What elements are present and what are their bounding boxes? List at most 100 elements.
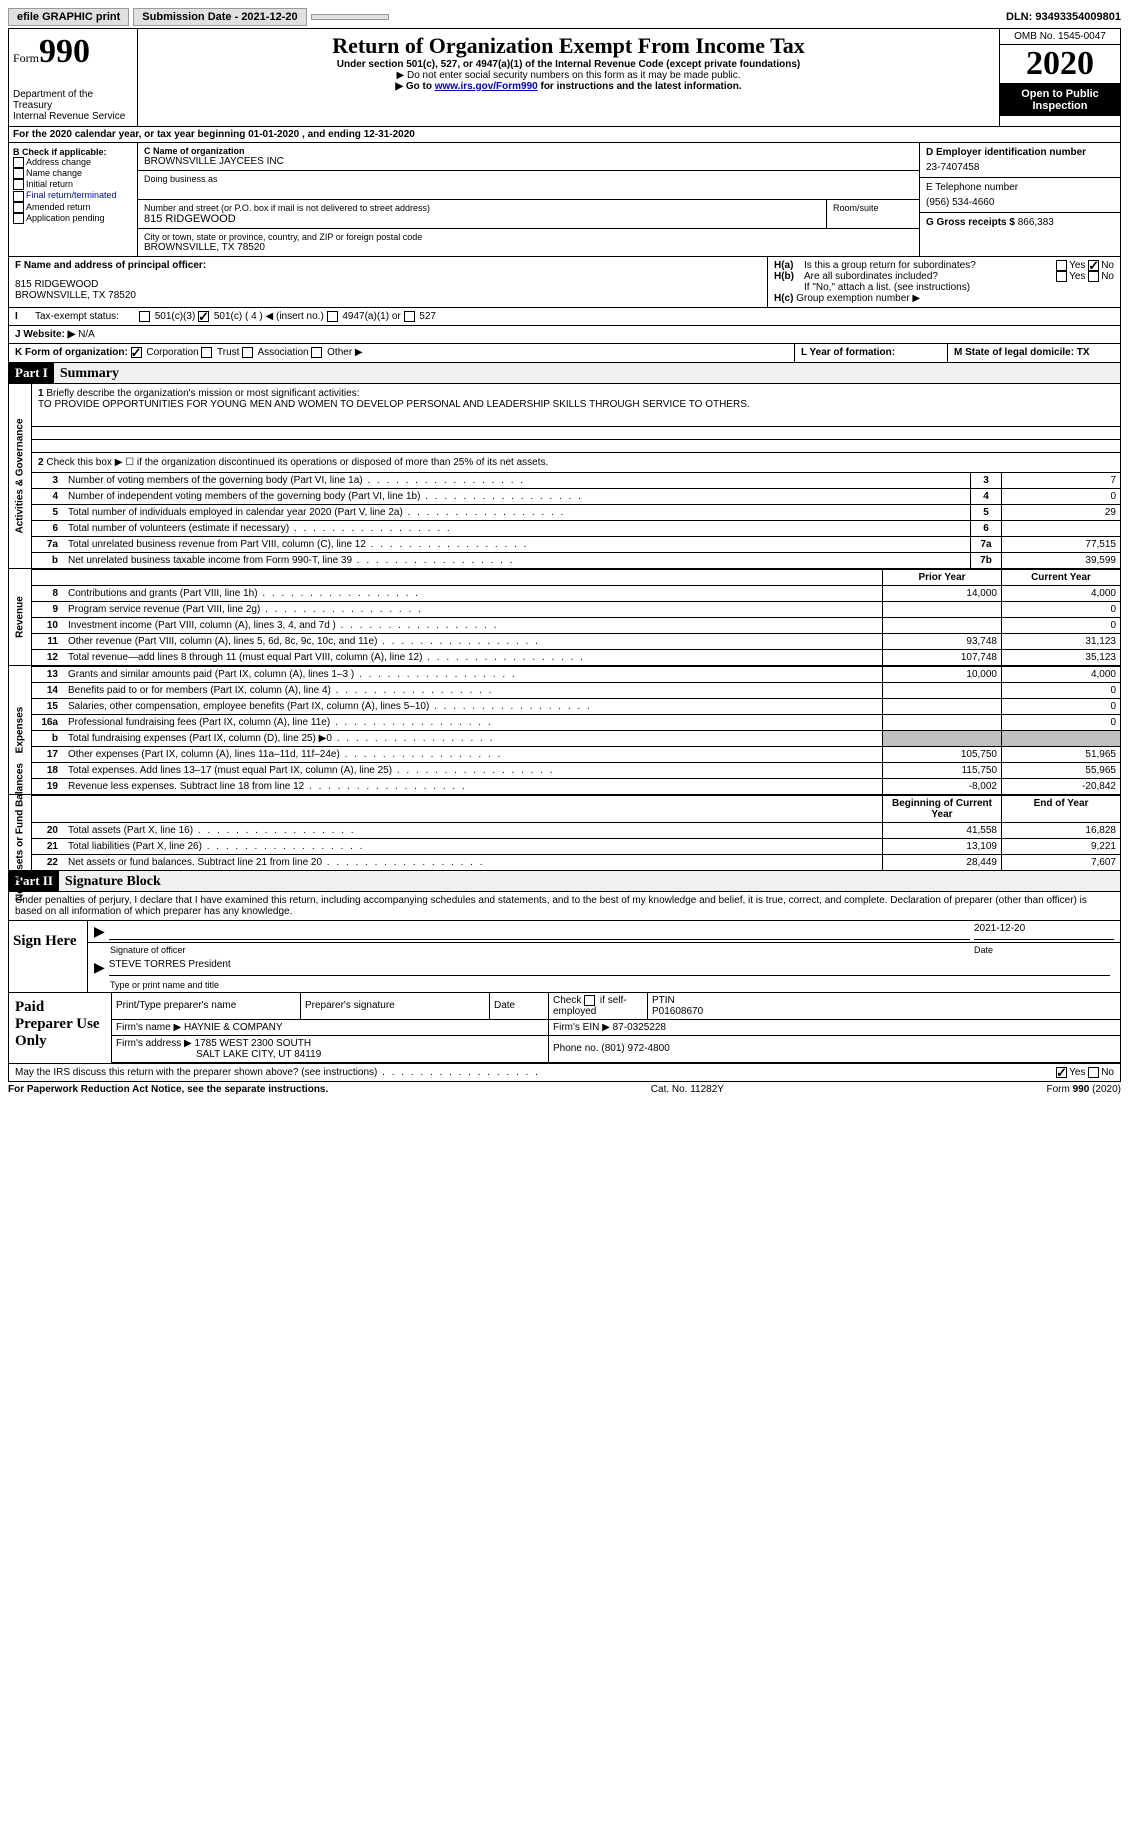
top-bar: efile GRAPHIC print Submission Date - 20… xyxy=(8,8,1121,26)
b-opt-2: Initial return xyxy=(26,179,73,189)
cb-ha-no[interactable] xyxy=(1088,260,1099,271)
cb-amended[interactable] xyxy=(13,202,24,213)
b-opt-1: Name change xyxy=(26,168,82,178)
k-o3: Association xyxy=(257,348,308,359)
officer-name: STEVE TORRES President xyxy=(109,959,1110,976)
street-address: 815 RIDGEWOOD xyxy=(144,213,820,225)
sig-date-lbl: Date xyxy=(974,945,1114,955)
open-public-1: Open to Public xyxy=(1021,88,1099,100)
website-value: N/A xyxy=(78,329,95,340)
firm-addr1: 1785 WEST 2300 SOUTH xyxy=(195,1038,312,1049)
sig-officer-lbl: Signature of officer xyxy=(94,945,974,955)
goto-post: for instructions and the latest informat… xyxy=(538,81,742,92)
i-o1: 501(c)(3) xyxy=(155,311,196,322)
l-lbl: L Year of formation: xyxy=(794,344,947,361)
hc-text: Group exemption number ▶ xyxy=(796,293,920,304)
b-opt-3: Final return/terminated xyxy=(26,190,117,200)
revenue-table: Prior YearCurrent Year8Contributions and… xyxy=(32,569,1120,665)
cb-initial[interactable] xyxy=(13,179,24,190)
ein-value: 23-7407458 xyxy=(926,162,1114,173)
cb-discuss-no[interactable] xyxy=(1088,1067,1099,1078)
cat-no: Cat. No. 11282Y xyxy=(328,1084,1046,1095)
irs-label: Internal Revenue Service xyxy=(13,111,133,122)
vlabel-gov: Activities & Governance xyxy=(15,418,26,533)
section-fh: F Name and address of principal officer:… xyxy=(8,257,1121,308)
firm-phone: (801) 972-4800 xyxy=(601,1043,669,1054)
i-o4: 527 xyxy=(419,311,436,322)
c-name-lbl: C Name of organization xyxy=(144,146,913,156)
cb-501c[interactable] xyxy=(198,311,209,322)
blank-button[interactable] xyxy=(311,14,389,20)
efile-button[interactable]: efile GRAPHIC print xyxy=(8,8,129,26)
irs-link[interactable]: www.irs.gov/Form990 xyxy=(435,81,538,92)
city-state-zip: BROWNSVILLE, TX 78520 xyxy=(144,242,913,253)
k-o2: Trust xyxy=(217,348,239,359)
i-o3: 4947(a)(1) or xyxy=(342,311,400,322)
prep-h3: Date xyxy=(490,993,549,1020)
net-assets-table: Beginning of Current YearEnd of Year20To… xyxy=(32,795,1120,870)
part1-num: Part I xyxy=(9,363,54,383)
cb-pending[interactable] xyxy=(13,213,24,224)
hb-note: If "No," attach a list. (see instruction… xyxy=(774,282,1114,293)
room-lbl: Room/suite xyxy=(827,200,919,228)
cb-ha-yes[interactable] xyxy=(1056,260,1067,271)
cb-address-change[interactable] xyxy=(13,157,24,168)
cb-name-change[interactable] xyxy=(13,168,24,179)
open-public-2: Inspection xyxy=(1032,100,1087,112)
penalties-text: Under penalties of perjury, I declare th… xyxy=(8,892,1121,921)
l2-text: Check this box ▶ ☐ if the organization d… xyxy=(46,457,548,468)
cb-assoc[interactable] xyxy=(242,347,253,358)
g-lbl: G Gross receipts $ xyxy=(926,217,1015,228)
cb-4947[interactable] xyxy=(327,311,338,322)
cb-hb-no[interactable] xyxy=(1088,271,1099,282)
i-lbl: Tax-exempt status: xyxy=(35,311,119,322)
cb-527[interactable] xyxy=(404,311,415,322)
cb-trust[interactable] xyxy=(201,347,212,358)
l1-text: Briefly describe the organization's miss… xyxy=(46,388,359,399)
vlabel-net: Net Assets or Fund Balances xyxy=(15,763,26,901)
submission-date-button[interactable]: Submission Date - 2021-12-20 xyxy=(133,8,306,26)
sign-here-label: Sign Here xyxy=(9,921,87,992)
tax-year: 2020 xyxy=(1000,45,1120,84)
section-bcd: B Check if applicable: Address change Na… xyxy=(8,143,1121,257)
i-o2: 501(c) ( 4 ) ◀ (insert no.) xyxy=(214,311,324,322)
form-header: Form990 Department of the Treasury Inter… xyxy=(8,28,1121,127)
expenses-table: 13Grants and similar amounts paid (Part … xyxy=(32,666,1120,794)
cb-hb-yes[interactable] xyxy=(1056,271,1067,282)
d-lbl: D Employer identification number xyxy=(926,147,1114,158)
dln-label: DLN: 93493354009801 xyxy=(1006,11,1121,23)
prep-check-lbl: Check xyxy=(553,995,581,1006)
form-title: Return of Organization Exempt From Incom… xyxy=(142,33,995,59)
officer-name-lbl: Type or print name and title xyxy=(94,980,219,990)
f-lbl: F Name and address of principal officer: xyxy=(15,260,761,271)
e-lbl: E Telephone number xyxy=(926,182,1114,193)
ha-text: Is this a group return for subordinates? xyxy=(804,260,1056,271)
cb-discuss-yes[interactable] xyxy=(1056,1067,1067,1078)
prep-h1: Print/Type preparer's name xyxy=(112,993,301,1020)
part2-title: Signature Block xyxy=(59,874,161,889)
k-o4: Other ▶ xyxy=(327,348,362,359)
firm-ein: 87-0325228 xyxy=(613,1022,666,1033)
b-opt-4: Amended return xyxy=(26,202,91,212)
cb-self-employed[interactable] xyxy=(584,995,595,1006)
j-lbl: Website: ▶ xyxy=(23,329,75,340)
officer-addr2: BROWNSVILLE, TX 78520 xyxy=(15,290,761,301)
cb-final[interactable] xyxy=(13,191,24,202)
ptin-val: P01608670 xyxy=(652,1006,1116,1017)
firm-phone-lbl: Phone no. xyxy=(553,1043,599,1054)
discuss-text: May the IRS discuss this return with the… xyxy=(15,1067,1056,1078)
b-opt-0: Address change xyxy=(26,157,91,167)
cb-corp[interactable] xyxy=(131,347,142,358)
b-title: B Check if applicable: xyxy=(13,147,133,157)
k-o1: Corporation xyxy=(146,348,198,359)
cb-other[interactable] xyxy=(311,347,322,358)
form-footer: Form 990 (2020) xyxy=(1047,1084,1121,1095)
mission-text: TO PROVIDE OPPORTUNITIES FOR YOUNG MEN A… xyxy=(38,399,750,410)
goto-pre: ▶ Go to xyxy=(395,81,434,92)
firm-name: HAYNIE & COMPANY xyxy=(184,1022,283,1033)
org-name: BROWNSVILLE JAYCEES INC xyxy=(144,156,913,167)
firm-ein-lbl: Firm's EIN ▶ xyxy=(553,1022,610,1033)
firm-addr-lbl: Firm's address ▶ xyxy=(116,1038,192,1049)
cb-501c3[interactable] xyxy=(139,311,150,322)
phone-value: (956) 534-4660 xyxy=(926,197,1114,208)
